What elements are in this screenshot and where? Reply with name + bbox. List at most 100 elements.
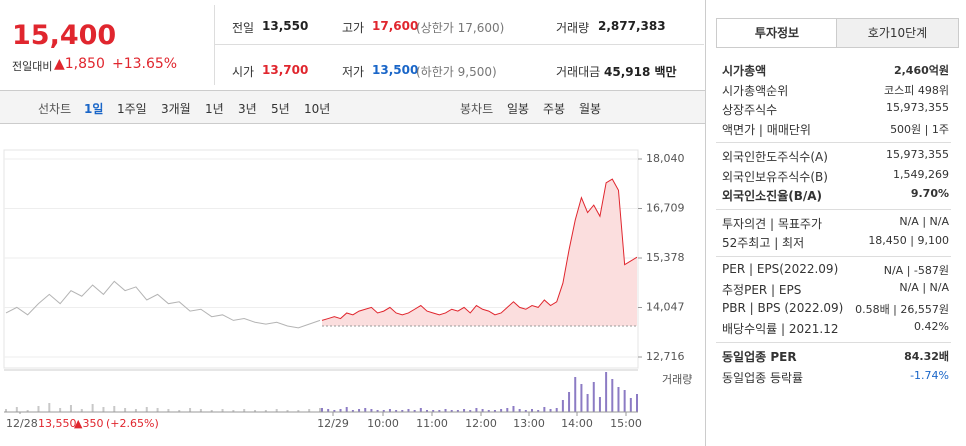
divider <box>214 44 704 45</box>
period-tab[interactable]: 3년 <box>238 102 257 116</box>
volume-bar <box>345 407 348 412</box>
volume-bar <box>199 409 202 412</box>
volume-bar <box>512 406 515 412</box>
info-value: 코스피 498위 <box>884 83 949 97</box>
area <box>322 179 637 326</box>
info-tab[interactable]: 투자정보 <box>716 18 838 48</box>
info-value: -1.74% <box>910 368 949 382</box>
info-value: 15,973,355 <box>886 148 949 161</box>
volume-bar <box>395 410 398 412</box>
info-divider <box>716 341 951 343</box>
volume-bar <box>178 410 181 412</box>
volume-bar <box>555 408 558 412</box>
main-panel <box>705 0 706 446</box>
stat-value: 13,500 <box>372 63 419 77</box>
volume-bar <box>561 400 564 412</box>
volume-bar <box>432 410 435 412</box>
volume-bar <box>113 406 116 412</box>
tab-label: 선차트 <box>38 102 72 116</box>
period-tab[interactable]: 3개월 <box>161 102 191 116</box>
y-tick-label: 15,378 <box>646 251 685 264</box>
info-value: 18,450 | 9,100 <box>868 234 949 247</box>
volume-bar <box>48 403 51 412</box>
volume-bar <box>419 408 422 412</box>
info-label: 액면가 | 매매단위 <box>722 122 811 137</box>
chart: 12,716 14,047 15,378 16,709 18,040 거래량 12/28 12… <box>0 149 692 434</box>
footer-date: 12/28 <box>6 417 38 430</box>
stat-label: 시가 <box>232 65 255 79</box>
info-value: N/A | N/A <box>899 214 949 228</box>
period-tab[interactable]: 10년 <box>304 102 331 116</box>
period-tab[interactable]: 1일 <box>84 102 104 116</box>
candle-tab[interactable]: 일봉 <box>507 102 530 116</box>
volume-bar <box>189 408 192 412</box>
volume-bar <box>500 409 503 412</box>
volume-bar <box>308 409 311 412</box>
volume-label: 거래량 <box>662 373 692 386</box>
volume-bar <box>297 410 300 412</box>
volume-bar <box>382 410 385 412</box>
volume-bar <box>444 409 447 412</box>
stat-value: 45,918 백만 <box>604 65 677 79</box>
volume-bar <box>69 405 72 412</box>
volume-bar <box>401 410 404 412</box>
x-tick-label: 10:00 <box>367 417 399 430</box>
volume-bar <box>264 410 267 412</box>
info-tab[interactable]: 호가10단계 <box>836 18 959 48</box>
info-value: 15,973,355 <box>886 101 949 114</box>
volume-bar <box>37 406 40 412</box>
volume-bar <box>543 407 546 412</box>
stat-value: 2,877,383 <box>598 19 666 33</box>
info-value: N/A | N/A <box>899 281 949 294</box>
info-label: PBR | BPS (2022.09) <box>722 300 844 315</box>
info-value: 9.70% <box>910 187 949 200</box>
footer-bg <box>0 414 120 434</box>
volume-bar <box>413 410 416 412</box>
volume-bar <box>124 408 127 412</box>
footer-pct: (+2.65%) <box>106 417 159 430</box>
info-value: N/A | -587원 <box>883 263 949 277</box>
stat-value: 13,700 <box>262 63 309 77</box>
x-tick-label: 14:00 <box>561 417 593 430</box>
info-label: 동일업종 등락률 <box>722 370 804 385</box>
footer-price: 13,550 <box>38 417 77 430</box>
stats-box <box>214 5 705 85</box>
volume-bar <box>506 408 509 412</box>
x-tick-label: 11:00 <box>416 417 448 430</box>
info-label: 외국인보유주식수(B) <box>722 169 828 184</box>
info-value: 2,460억원 <box>893 64 949 77</box>
volume-bar <box>388 409 391 412</box>
change-pct: +13.65% <box>112 56 178 72</box>
y-tick-label: 16,709 <box>646 202 685 215</box>
period-tab[interactable]: 5년 <box>271 102 290 116</box>
volume-bar <box>574 377 577 412</box>
volume-bar <box>450 410 453 412</box>
volume-bar <box>364 408 367 412</box>
volume-bar <box>407 409 410 412</box>
volume-bar <box>592 382 595 412</box>
info-label: 시가총액 <box>722 64 767 78</box>
volume-bar <box>26 410 29 412</box>
volume-bar <box>586 394 589 412</box>
volume-bar <box>339 409 342 412</box>
info-label: 52주최고 | 최저 <box>722 236 805 250</box>
volume-bar <box>358 409 361 412</box>
volume-bar <box>481 409 484 412</box>
info-divider <box>716 255 951 257</box>
volume-bar <box>232 410 235 412</box>
candle-tab[interactable]: 월봉 <box>579 102 602 116</box>
volume-bar <box>254 410 257 412</box>
y-tick-label: 12,716 <box>646 350 685 363</box>
stat-label: 고가 <box>342 21 365 35</box>
stat-label: 거래대금 <box>556 65 601 79</box>
volume-bar <box>537 410 540 412</box>
period-tab[interactable]: 1주일 <box>117 102 147 116</box>
stat-label: 전일 <box>232 21 255 35</box>
info-divider <box>716 142 951 143</box>
candle-tab[interactable]: 주봉 <box>543 102 566 116</box>
period-tab[interactable]: 1년 <box>205 102 224 116</box>
y-tick-label: 18,040 <box>646 152 685 165</box>
volume-bar <box>102 407 105 412</box>
x-tick-label: 13:00 <box>513 417 545 430</box>
